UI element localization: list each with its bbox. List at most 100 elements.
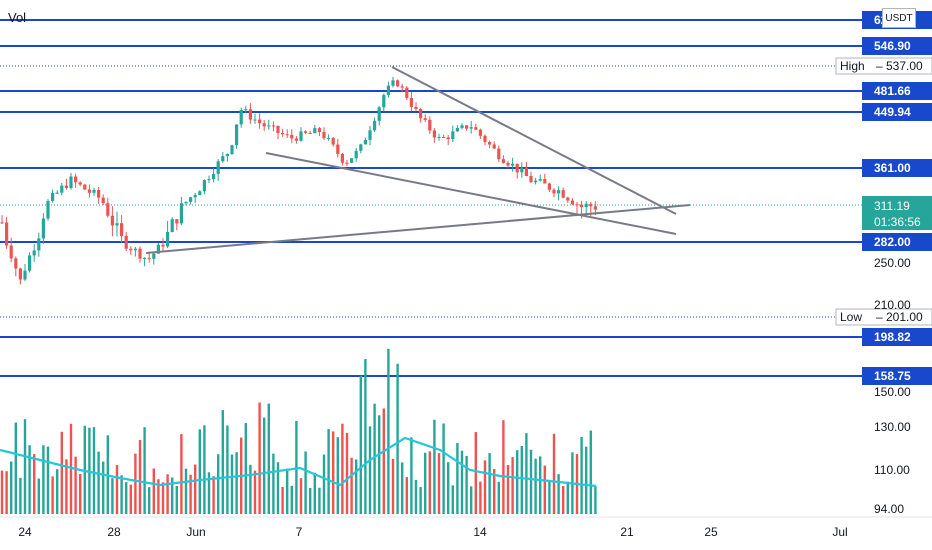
volume-bar — [69, 423, 73, 514]
trend-line — [145, 204, 691, 254]
candle-body — [41, 218, 45, 239]
time-tick-label: 25 — [704, 525, 718, 539]
candle-body — [584, 203, 588, 208]
time-tick-label: Jun — [186, 525, 205, 539]
volume-bar — [129, 484, 132, 514]
volume-bar — [557, 474, 560, 514]
candle-body — [520, 167, 524, 173]
volume-bar — [217, 454, 220, 514]
volume-bar — [138, 439, 142, 514]
time-tick-label: 28 — [107, 525, 121, 539]
candle-body — [299, 131, 303, 141]
volume-bar — [46, 446, 50, 514]
candle-body — [492, 144, 496, 149]
volume-bar — [125, 482, 128, 514]
candle-body — [216, 161, 220, 174]
volume-bar — [327, 429, 330, 514]
currency-badge[interactable]: USDT — [882, 8, 916, 28]
candle-body — [28, 255, 32, 271]
volume-bar — [37, 478, 40, 514]
volume-bar — [263, 417, 266, 514]
trend-line — [391, 66, 677, 215]
volume-bar — [585, 446, 588, 514]
candle-body — [87, 189, 91, 193]
time-tick-label: Jul — [832, 525, 847, 539]
candle-body — [552, 189, 556, 194]
volume-bar — [102, 461, 105, 514]
extreme-marker-bg — [835, 308, 932, 326]
price-tick-label: 210.00 — [874, 298, 911, 312]
candle-body — [198, 191, 202, 196]
candle-body — [524, 167, 528, 177]
volume-bar — [276, 462, 280, 514]
candle-body — [373, 120, 377, 131]
volume-bar — [525, 433, 528, 514]
volume-bar — [479, 481, 482, 514]
volume-bar — [253, 470, 257, 514]
candle-body — [175, 219, 179, 224]
candle-body — [106, 203, 110, 216]
candle-body — [446, 137, 450, 140]
candle-body — [124, 235, 128, 249]
candle-body — [442, 137, 446, 139]
volume-bar — [548, 479, 551, 514]
candle-body — [267, 125, 271, 127]
candle-body — [317, 128, 321, 132]
volume-bar — [203, 425, 206, 514]
volume-bar — [286, 468, 289, 514]
volume-bar — [520, 445, 523, 514]
candle-body — [32, 250, 36, 256]
extreme-marker-label: High — [840, 59, 865, 73]
level-tag-bg — [862, 82, 932, 100]
candle-body — [156, 244, 160, 254]
candle-body — [276, 125, 280, 133]
volume-bar — [212, 476, 215, 514]
candle-body — [414, 106, 418, 110]
candle-body — [262, 123, 266, 127]
candle-body — [69, 176, 73, 189]
volume-bar — [470, 486, 473, 514]
price-tick-label: 130.00 — [874, 420, 911, 434]
last-price-tag — [862, 196, 932, 230]
volume-bar — [539, 456, 542, 514]
volume-bar — [378, 415, 381, 514]
candle-body — [382, 95, 386, 108]
candle-body — [294, 138, 298, 141]
volume-bar — [60, 431, 63, 514]
volume-bar — [221, 410, 224, 514]
volume-bar — [493, 469, 496, 514]
volume-bar — [566, 481, 569, 514]
candle-body — [515, 163, 519, 173]
volume-bar — [148, 487, 151, 514]
candle-body — [529, 176, 533, 183]
volume-bar — [465, 455, 468, 514]
volume-bar — [0, 470, 4, 514]
volume-bar — [345, 432, 349, 514]
candle-body — [359, 144, 363, 151]
candle-body — [152, 253, 156, 259]
volume-indicator-label[interactable]: Vol — [8, 10, 27, 25]
candle-body — [308, 132, 312, 134]
candle-body — [336, 144, 340, 154]
volume-bar — [594, 486, 597, 514]
time-tick-label: 21 — [620, 525, 634, 539]
volume-bar — [171, 477, 174, 514]
volume-bar — [180, 434, 183, 514]
volume-bar — [534, 458, 537, 514]
volume-bar — [350, 457, 353, 514]
candle-body — [322, 131, 326, 139]
volume-bar — [56, 469, 59, 514]
last-price-value: 311.19 — [874, 199, 910, 213]
volume-bar — [51, 476, 54, 514]
candle-body — [534, 180, 538, 183]
price-tick-label: 94.00 — [874, 502, 904, 516]
volume-bar — [368, 426, 372, 514]
volume-bar — [244, 423, 247, 514]
volume-bar — [359, 375, 362, 514]
volume-bar — [309, 487, 312, 514]
volume-bar — [433, 419, 436, 514]
candle-body — [83, 184, 87, 190]
time-tick-label: 14 — [473, 525, 487, 539]
candle-body — [60, 185, 64, 193]
